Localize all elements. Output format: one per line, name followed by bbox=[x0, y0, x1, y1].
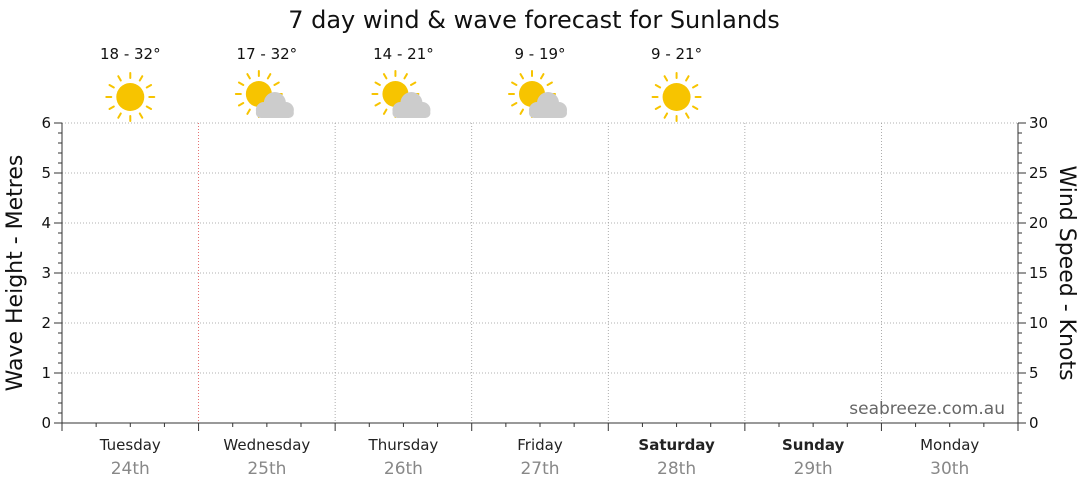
cloud-icon bbox=[529, 92, 567, 118]
sun-ray bbox=[519, 73, 524, 80]
day-name-label: Monday bbox=[920, 436, 979, 454]
sun-ray bbox=[511, 102, 518, 107]
right-tick-label: 0 bbox=[1029, 414, 1039, 432]
sun-ray bbox=[108, 105, 115, 110]
day-column-wednesday: 17 - 32° Wednesday 25th bbox=[223, 45, 310, 479]
sun-ray bbox=[382, 73, 388, 80]
day-column-friday: 9 - 19° Friday 27th bbox=[508, 45, 567, 479]
day-name-label: Sunday bbox=[782, 436, 845, 454]
partly-cloudy-icon bbox=[234, 70, 294, 118]
sun-ray bbox=[246, 108, 251, 115]
day-name-label: Wednesday bbox=[223, 436, 310, 454]
right-tick-label: 15 bbox=[1029, 264, 1048, 282]
day-date-label: 28th bbox=[657, 459, 696, 479]
axes: 0 1 2 3 4 5 6 0 5 10 15 20 25 30 bbox=[41, 114, 1048, 432]
sun-ray bbox=[692, 84, 699, 89]
sun-disc bbox=[662, 83, 691, 111]
sun-ray bbox=[145, 105, 153, 110]
sun-ray bbox=[519, 108, 524, 115]
sun-ray bbox=[540, 73, 545, 80]
sun-ray bbox=[273, 81, 280, 86]
temperature-range: 14 - 21° bbox=[373, 45, 434, 63]
left-tick-label: 4 bbox=[41, 214, 51, 232]
sun-ray bbox=[237, 81, 245, 86]
sun-ray bbox=[382, 108, 388, 115]
cloud-base bbox=[255, 108, 294, 118]
partly-cloudy-icon bbox=[371, 70, 431, 118]
day-name-label: Friday bbox=[517, 436, 563, 454]
day-date-label: 24th bbox=[111, 459, 150, 479]
sun-ray bbox=[654, 105, 662, 110]
sun-ray bbox=[138, 75, 144, 82]
day-date-label: 30th bbox=[930, 459, 969, 479]
partly-cloudy-icon bbox=[508, 70, 567, 118]
temperature-range: 9 - 19° bbox=[514, 45, 565, 63]
sun-ray bbox=[145, 84, 153, 89]
day-date-label: 25th bbox=[247, 459, 286, 479]
day-date-label: 27th bbox=[520, 459, 559, 479]
sun-ray bbox=[138, 112, 144, 119]
left-tick-label: 2 bbox=[41, 314, 51, 332]
sun-ray bbox=[108, 84, 115, 89]
sun-ray bbox=[246, 73, 251, 80]
day-name-label: Tuesday bbox=[99, 436, 161, 454]
sun-ray bbox=[663, 75, 669, 82]
day-date-label: 26th bbox=[384, 459, 423, 479]
day-date-label: 29th bbox=[794, 459, 833, 479]
sun-disc bbox=[116, 83, 145, 111]
right-axis-title: Wind Speed - Knots bbox=[1054, 165, 1079, 380]
day-columns: 18 - 32° Tuesday 24th 17 - 32° Wednesday 25th… bbox=[99, 45, 980, 479]
day-column-thursday: 14 - 21° Thursday 26th bbox=[368, 45, 439, 479]
sun-ray bbox=[237, 102, 245, 107]
sun-ray bbox=[374, 81, 381, 86]
sun-ray bbox=[403, 73, 408, 80]
right-tick-label: 20 bbox=[1029, 214, 1048, 232]
day-column-monday: Monday 30th bbox=[920, 436, 979, 479]
cloud-icon bbox=[392, 92, 431, 118]
sun-ray bbox=[117, 75, 122, 82]
temperature-range: 18 - 32° bbox=[100, 45, 161, 63]
left-tick-label: 3 bbox=[41, 264, 51, 282]
day-column-tuesday: 18 - 32° Tuesday 24th bbox=[99, 45, 161, 479]
right-tick-label: 30 bbox=[1029, 114, 1048, 132]
sun-icon bbox=[651, 72, 702, 122]
sun-ray bbox=[410, 81, 417, 86]
left-tick-label: 5 bbox=[41, 164, 51, 182]
left-tick-label: 1 bbox=[41, 364, 51, 382]
day-name-label: Saturday bbox=[638, 436, 715, 454]
temperature-range: 17 - 32° bbox=[237, 45, 298, 63]
sun-ray bbox=[692, 105, 699, 110]
cloud-base bbox=[392, 108, 431, 118]
right-tick-label: 10 bbox=[1029, 314, 1048, 332]
sun-ray bbox=[663, 112, 669, 119]
temperature-range: 9 - 21° bbox=[651, 45, 702, 63]
sun-icon bbox=[105, 72, 156, 122]
sun-ray bbox=[511, 81, 518, 86]
day-name-label: Thursday bbox=[368, 436, 439, 454]
sun-ray bbox=[546, 81, 553, 86]
day-column-sunday: Sunday 29th bbox=[782, 436, 845, 479]
sun-ray bbox=[266, 73, 272, 80]
chart-title: 7 day wind & wave forecast for Sunlands bbox=[288, 6, 780, 34]
right-tick-label: 5 bbox=[1029, 364, 1039, 382]
sun-ray bbox=[685, 75, 690, 82]
day-column-saturday: 9 - 21° Saturday 28th bbox=[638, 45, 715, 479]
sun-ray bbox=[374, 102, 381, 107]
cloud-icon bbox=[255, 92, 294, 118]
sun-ray bbox=[117, 112, 122, 119]
right-tick-label: 25 bbox=[1029, 164, 1048, 182]
watermark: seabreeze.com.au bbox=[849, 399, 1005, 419]
sun-ray bbox=[654, 84, 662, 89]
grid-lines bbox=[62, 122, 1018, 423]
left-tick-label: 0 bbox=[41, 414, 51, 432]
left-tick-label: 6 bbox=[41, 114, 51, 132]
left-axis-title: Wave Height - Metres bbox=[3, 155, 28, 392]
sun-ray bbox=[685, 112, 690, 119]
cloud-base bbox=[529, 108, 567, 118]
